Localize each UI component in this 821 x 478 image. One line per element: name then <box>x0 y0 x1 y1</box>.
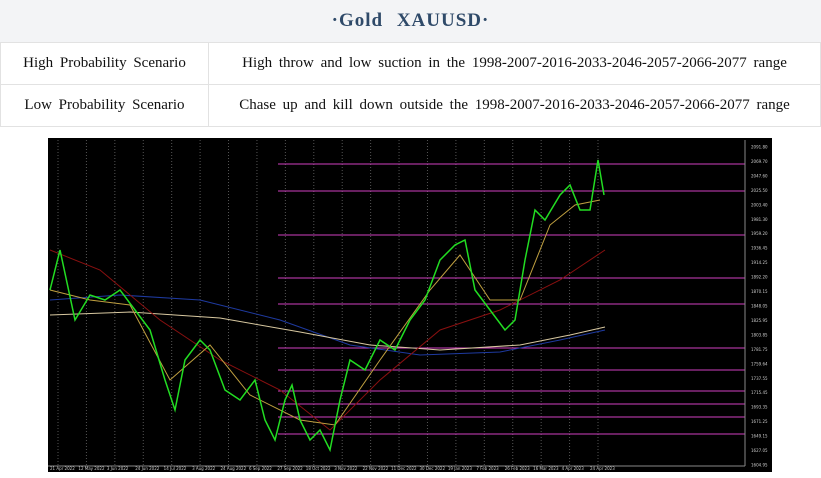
price-label: 1870.15 <box>751 289 768 294</box>
price-label: 1892.20 <box>751 275 768 280</box>
price-label: 1825.95 <box>751 318 768 323</box>
cell: High Probability Scenario <box>0 42 209 85</box>
axis-labels: 2091.80 2069.70 2047.60 2025.50 2003.40 1981.… <box>50 145 768 472</box>
price-label: 2025.50 <box>751 188 768 193</box>
price-label: 2047.60 <box>751 173 768 178</box>
cell: High throw and low suction in the 1998-2… <box>208 42 821 85</box>
price-label: 1693.35 <box>751 405 768 410</box>
date-label: 18 Oct 2022 <box>306 466 331 471</box>
price-label: 1981.30 <box>751 217 768 222</box>
date-label: 24 Apr 2023 <box>590 466 615 471</box>
date-label: 4 Apr 2023 <box>562 466 585 471</box>
price-label: 1914.25 <box>751 260 768 265</box>
date-label: 24 Jun 2022 <box>135 466 160 471</box>
price-label: 1936.45 <box>751 246 768 251</box>
ma <box>49 311 606 351</box>
price-label: 1737.55 <box>751 376 768 381</box>
date-label: 30 Dec 2022 <box>419 466 445 471</box>
price-label: 1959.20 <box>751 231 768 236</box>
price-label: 1848.05 <box>751 304 768 309</box>
cell: Chase up and kill down outside the 1998-… <box>208 84 821 127</box>
ma <box>49 199 601 426</box>
grid <box>57 140 599 466</box>
ma <box>49 294 606 356</box>
price-label: 2091.80 <box>751 145 768 150</box>
date-label: 24 Aug 2022 <box>221 466 247 471</box>
price-label: 1803.85 <box>751 332 768 337</box>
price-label: 1627.05 <box>751 448 768 453</box>
date-label: 22 Nov 2022 <box>363 466 389 471</box>
date-label: 6 Sep 2022 <box>249 466 272 471</box>
price <box>49 159 605 453</box>
row: High Probability Scenario High throw and … <box>0 42 821 85</box>
date-label: 12 May 2022 <box>78 466 105 471</box>
date-label: 21 Apr 2022 <box>50 466 75 471</box>
date-label: 7 Feb 2023 <box>476 466 499 471</box>
price-label: 1759.64 <box>751 361 768 366</box>
price-label: 1781.75 <box>751 347 768 352</box>
price-label: 1671.25 <box>751 419 768 424</box>
date-label: 19 Jan 2023 <box>448 466 472 471</box>
date-label: 14 Jul 2022 <box>164 466 187 471</box>
row: Low Probability Scenario Chase up and kil… <box>0 84 821 127</box>
date-label: 16 Mar 2023 <box>533 466 559 471</box>
date-label: 3 Nov 2022 <box>334 466 358 471</box>
date-label: 11 Dec 2022 <box>391 466 417 471</box>
chart-bg <box>48 138 772 472</box>
date-label: 3 Aug 2022 <box>192 466 216 471</box>
price-label: 1649.15 <box>751 434 768 439</box>
price-label: 2003.40 <box>751 202 768 207</box>
date-label: 26 Feb 2023 <box>505 466 530 471</box>
date-label: 27 Sep 2022 <box>277 466 303 471</box>
price-label: 1715.45 <box>751 390 768 395</box>
price-label: 1604.95 <box>751 463 768 468</box>
price-label: 2069.70 <box>751 159 768 164</box>
date-label: 3 Jun 2022 <box>107 466 129 471</box>
scenario-table: High Probability Scenario High throw and … <box>0 42 821 127</box>
